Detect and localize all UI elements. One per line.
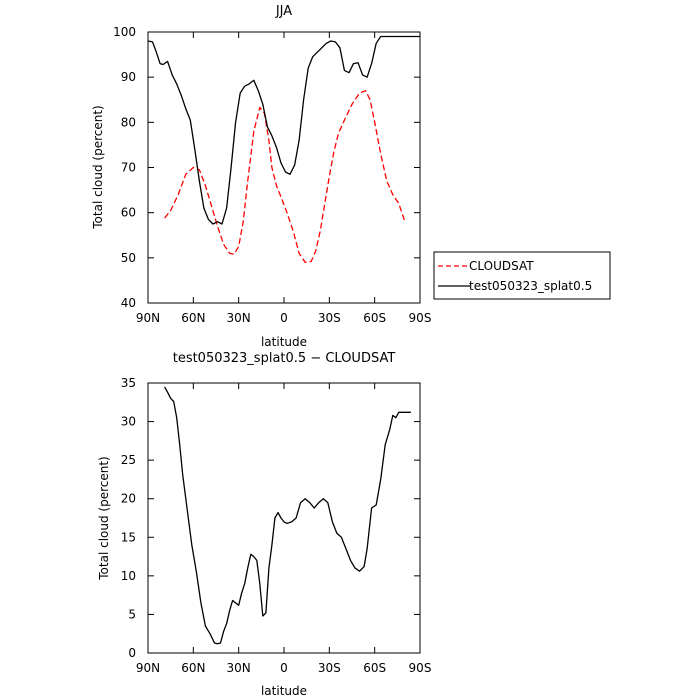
x-axis-label: latitude (261, 684, 307, 698)
x-tick-label: 90S (409, 311, 432, 325)
x-tick-label: 0 (280, 311, 288, 325)
y-tick-label: 40 (121, 296, 136, 310)
x-tick-label: 30N (227, 661, 251, 675)
y-tick-label: 15 (121, 530, 136, 544)
y-tick-label: 70 (121, 161, 136, 175)
x-tick-label: 0 (280, 661, 288, 675)
y-tick-label: 50 (121, 251, 136, 265)
series-line (164, 386, 411, 645)
x-tick-label: 90N (136, 661, 160, 675)
y-axis-label: Total cloud (percent) (91, 105, 105, 229)
series-line (164, 90, 406, 264)
y-axis-label: Total cloud (percent) (97, 456, 111, 580)
x-tick-label: 90N (136, 311, 160, 325)
bottom-panel: test050323_splat0.5 − CLOUDSAT 90N 60N 30N… (97, 351, 431, 698)
plot-frame (147, 31, 421, 304)
x-tick-label: 60N (181, 311, 205, 325)
legend-label-model: test050323_splat0.5 (469, 279, 592, 293)
series-line (147, 35, 420, 225)
y-tick-label: 25 (121, 453, 136, 467)
y-tick-label: 10 (121, 569, 136, 583)
x-tick-label: 30S (318, 661, 341, 675)
tick-group: 90N 60N 30N 0 30S 60S 90S 40 50 60 70 80 90 100 (113, 25, 431, 325)
chart-title: JJA (275, 4, 292, 19)
y-tick-label: 20 (121, 492, 136, 506)
top-panel: JJA 90N 60N 30N 0 30S 60S 90S 40 50 60 70 80 90 100 l… (91, 4, 611, 349)
x-tick-label: 90S (409, 661, 432, 675)
y-tick-label: 5 (128, 607, 136, 621)
series-group (147, 35, 420, 264)
x-tick-label: 30S (318, 311, 341, 325)
y-tick-label: 30 (121, 415, 136, 429)
y-tick-label: 90 (121, 70, 136, 84)
legend-label-cloudsat: CLOUDSAT (469, 259, 534, 273)
tick-group: 90N 60N 30N 0 30S 60S 90S 0 5 10 15 20 25 30 35 (121, 376, 432, 675)
x-tick-label: 60S (363, 311, 386, 325)
y-tick-label: 0 (128, 646, 136, 660)
legend-box (433, 251, 611, 300)
chart-title: test050323_splat0.5 − CLOUDSAT (173, 351, 396, 366)
x-tick-label: 30N (227, 311, 251, 325)
y-tick-label: 80 (121, 115, 136, 129)
x-tick-label: 60S (363, 661, 386, 675)
y-tick-label: 100 (113, 25, 136, 39)
x-tick-label: 60N (181, 661, 205, 675)
x-axis-label: latitude (261, 335, 307, 349)
series-group (164, 386, 411, 645)
legend: CLOUDSAT test050323_splat0.5 (433, 251, 611, 300)
y-tick-label: 60 (121, 206, 136, 220)
y-tick-label: 35 (121, 376, 136, 390)
